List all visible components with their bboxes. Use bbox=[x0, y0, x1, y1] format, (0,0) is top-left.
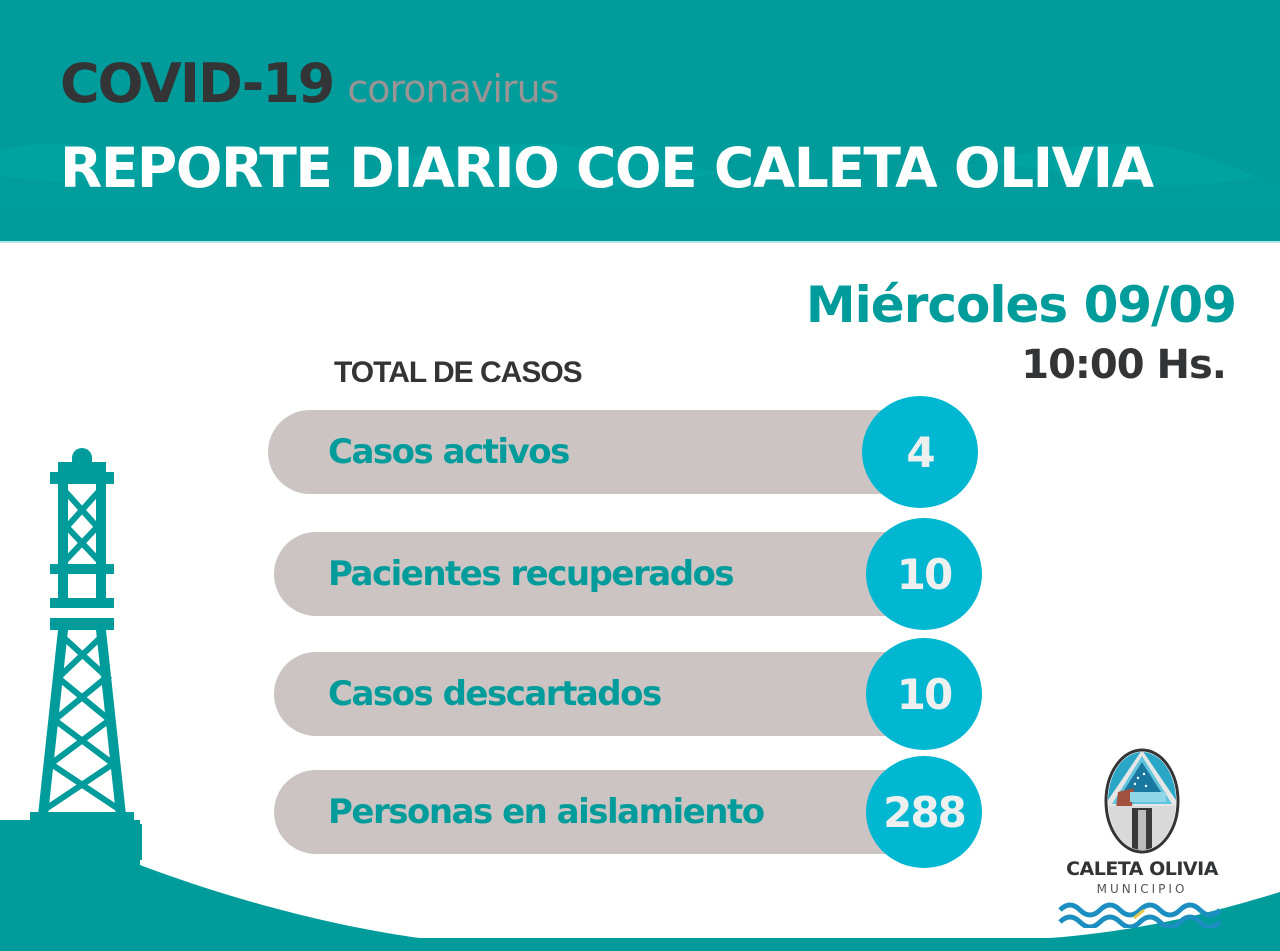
stat-badge: 288 bbox=[866, 756, 982, 868]
stat-badge: 10 bbox=[866, 638, 982, 750]
stat-label: Personas en aislamiento bbox=[328, 792, 765, 832]
stat-label: Casos activos bbox=[328, 432, 570, 472]
stat-row-isolation: Personas en aislamiento 288 bbox=[268, 756, 984, 868]
stat-pill: Pacientes recuperados bbox=[274, 532, 908, 616]
stat-value: 10 bbox=[896, 669, 953, 719]
report-time: 10:00 Hs. bbox=[1021, 342, 1227, 388]
stat-label: Casos descartados bbox=[328, 674, 662, 714]
report-date: Miércoles 09/09 bbox=[805, 276, 1237, 334]
covid-heading: COVID-19 coronavirus bbox=[60, 52, 559, 115]
stat-row-active: Casos activos 4 bbox=[268, 396, 984, 508]
stat-row-discarded: Casos descartados 10 bbox=[268, 638, 984, 750]
section-label: TOTAL DE CASOS bbox=[334, 356, 583, 389]
logo-subtitle: MUNICIPIO bbox=[1096, 882, 1188, 896]
covid-subtitle: coronavirus bbox=[347, 67, 559, 111]
stat-pill: Casos activos bbox=[268, 410, 908, 494]
waves-icon bbox=[1058, 902, 1222, 928]
stat-badge: 4 bbox=[862, 396, 978, 508]
stat-badge: 10 bbox=[866, 518, 982, 630]
stat-row-recovered: Pacientes recuperados 10 bbox=[268, 518, 984, 630]
stat-pill: Casos descartados bbox=[274, 652, 908, 736]
municipal-emblem-icon bbox=[1104, 748, 1180, 854]
oil-derrick-icon bbox=[0, 448, 142, 860]
covid-title: COVID-19 bbox=[60, 52, 335, 115]
logo-name: CALETA OLIVIA bbox=[1066, 858, 1218, 880]
header-wave-decoration bbox=[0, 143, 1280, 210]
municipio-logo: CALETA OLIVIA MUNICIPIO bbox=[1054, 748, 1230, 928]
stat-value: 4 bbox=[906, 427, 935, 477]
header-banner: COVID-19 coronavirus REPORTE DIARIO COE C… bbox=[0, 0, 1280, 243]
stat-value: 288 bbox=[883, 787, 967, 837]
report-title: REPORTE DIARIO COE CALETA OLIVIA bbox=[60, 136, 1154, 200]
stat-value: 10 bbox=[896, 549, 953, 599]
stat-pill: Personas en aislamiento bbox=[274, 770, 908, 854]
stat-label: Pacientes recuperados bbox=[328, 554, 735, 594]
